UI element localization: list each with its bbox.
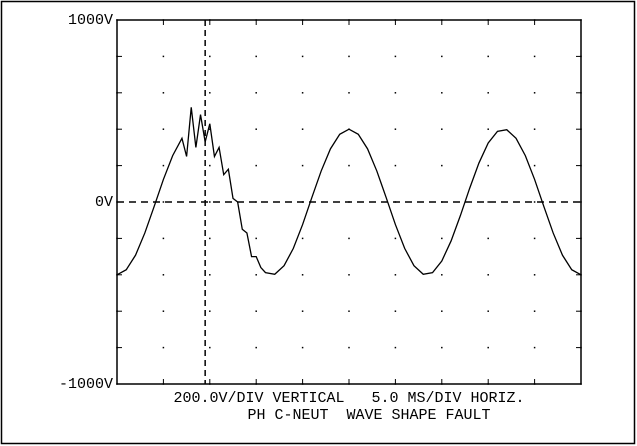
grid-dot [209,128,211,130]
grid-dot [301,274,304,276]
grid-dot [162,274,165,276]
grid-dot [394,55,397,58]
grid-dot [580,383,582,385]
grid-dot [301,92,304,94]
grid-dot [162,346,165,349]
grid-dot [162,92,165,94]
grid-dot [255,310,257,312]
grid-dot [162,55,165,58]
grid-dot [441,274,443,276]
grid-dot [533,164,536,167]
grid-dot [394,237,397,240]
grid-dot [162,201,165,203]
grid-dot [533,237,536,240]
grid-dot [580,19,582,21]
grid-dot [209,55,211,58]
grid-dot [255,164,257,167]
grid-dot [301,346,304,349]
grid-dot [301,164,304,167]
y-tick-label: 0V [95,194,113,211]
grid-dot [348,92,350,94]
grid-dot [255,346,257,349]
grid-dot [209,346,211,349]
grid-dot [209,237,211,240]
grid-dot [394,310,397,312]
grid-dot [533,201,536,203]
waveform [116,107,582,276]
grid-dot [162,310,165,312]
grid-dot [487,237,489,240]
grid-dot [441,237,443,240]
grid-dot [348,274,350,276]
grid-dot [533,92,536,94]
grid-dot [394,92,397,94]
grid-dot [533,274,536,276]
grid-dot [348,237,350,240]
grid-dot [394,346,397,349]
grid-dot [255,128,257,130]
grid-dot [394,274,397,276]
grid-dot [441,92,443,94]
grid-dot [162,164,165,167]
footer-line: 200.0V/DIV VERTICAL 5.0 MS/DIV HORIZ. [173,390,524,407]
grid-dot [301,310,304,312]
grid-dot [487,92,489,94]
grid-dot [441,346,443,349]
grid-dot [533,346,536,349]
grid-dot [394,164,397,167]
grid-dot [348,310,350,312]
grid-dot [487,346,489,349]
grid-dot [348,346,350,349]
grid-dot [348,164,350,167]
grid-dot [533,310,536,312]
grid-dot [533,128,536,130]
grid-dot [487,310,489,312]
grid-dot [162,237,165,240]
grid-dot [162,128,165,130]
grid-dot [255,237,257,240]
grid-dot [209,274,211,276]
grid-dot [533,55,536,58]
footer-line: PH C-NEUT WAVE SHAPE FAULT [247,407,490,424]
grid-dot [301,128,304,130]
grid-dot [487,201,489,203]
grid-dot [348,55,350,58]
grid-dot [255,201,257,203]
grid-dot [301,55,304,58]
grid-dot [487,274,489,276]
grid-dot [301,237,304,240]
y-tick-label: -1000V [59,376,113,393]
grid-dot [116,19,118,21]
grid-dot [116,383,118,385]
grid-dot [209,201,211,203]
grid-dot [441,310,443,312]
grid-dot [441,55,443,58]
grid-dot [255,274,257,276]
grid-dot [255,55,257,58]
grid-dot [394,128,397,130]
grid-dot [209,92,211,94]
grid-dot [441,128,443,130]
grid-dot [209,310,211,312]
grid-dot [255,92,257,94]
grid-dot [487,128,489,130]
grid-dot [441,164,443,167]
y-tick-label: 1000V [68,12,113,29]
grid-dot [487,55,489,58]
grid-dot [209,164,211,167]
grid-dot [487,164,489,167]
